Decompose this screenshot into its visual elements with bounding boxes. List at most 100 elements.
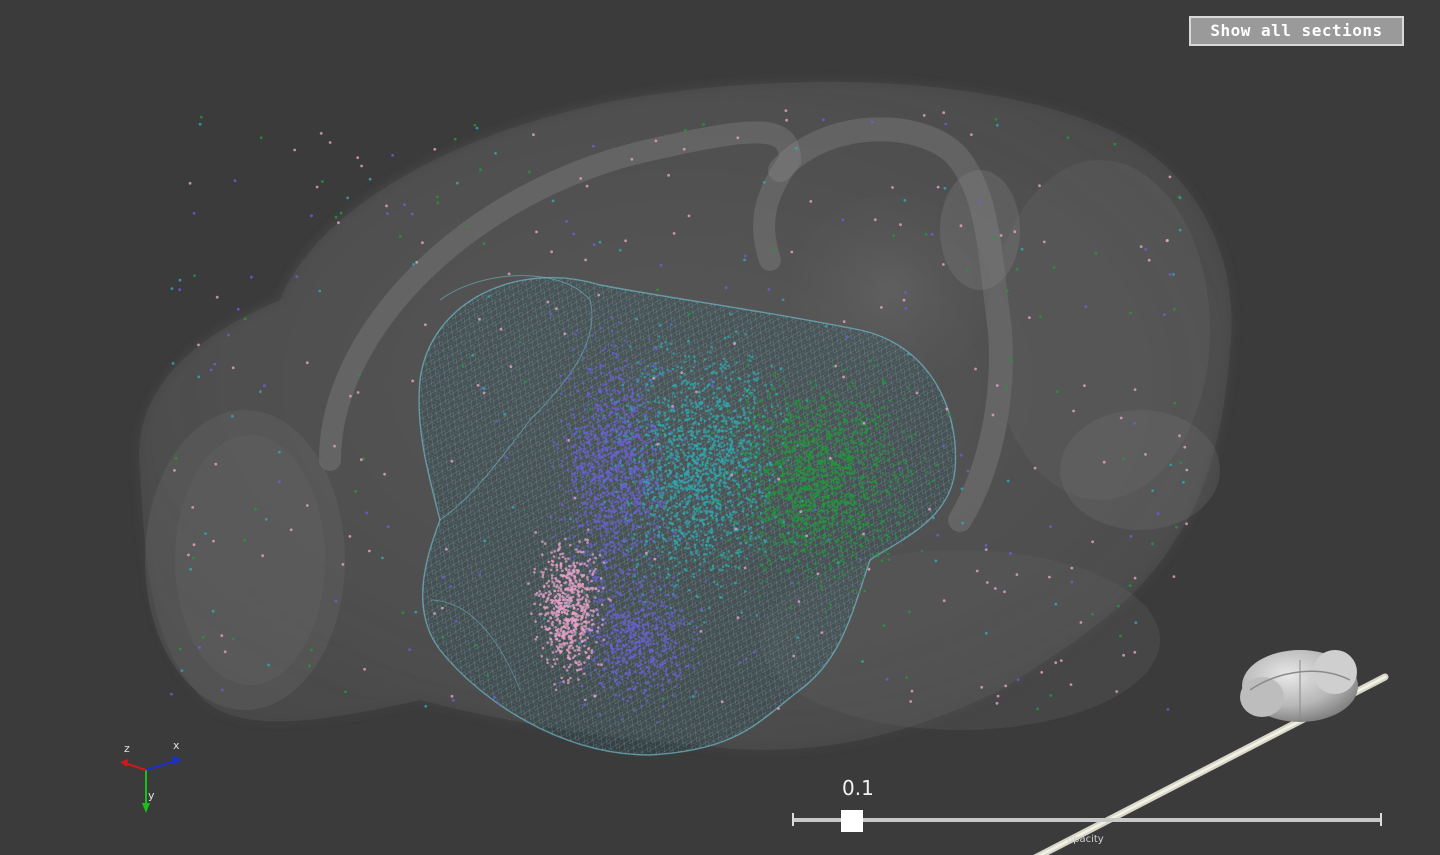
cell-point: [821, 536, 825, 540]
cell-point: [658, 619, 662, 623]
cell-point: [638, 425, 642, 429]
cell-point: [635, 479, 638, 483]
cell-point: [705, 500, 708, 504]
cell-point: [676, 534, 680, 538]
cell-point: [598, 414, 601, 418]
cell-point: [715, 448, 719, 452]
cell-point: [635, 645, 638, 649]
cell-point: [808, 453, 812, 457]
cell-point: [818, 405, 821, 409]
cell-point: [636, 393, 639, 397]
cell-point: [566, 604, 570, 608]
cell-point: [654, 367, 658, 371]
cell-point: [870, 442, 874, 446]
cell-point: [635, 558, 639, 561]
cell-point: [629, 631, 633, 635]
cell-point: [688, 454, 691, 458]
cell-point: [819, 480, 822, 484]
cell-point: [637, 395, 641, 398]
cell-point: [643, 460, 646, 463]
cell-point: [791, 536, 795, 539]
cell-point: [903, 509, 906, 512]
cell-point: [779, 571, 783, 575]
cell-point: [860, 448, 863, 452]
cell-point: [840, 442, 844, 445]
cell-point: [627, 462, 630, 466]
cell-point: [574, 455, 578, 459]
cell-point: [693, 546, 697, 549]
cell-point: [876, 552, 879, 555]
cell-point: [810, 455, 814, 458]
cell-point: [712, 580, 716, 584]
cell-point: [607, 661, 610, 664]
cell-point: [576, 449, 580, 453]
cell-point: [706, 459, 709, 463]
cell-point: [832, 445, 836, 449]
cell-point: [834, 450, 838, 454]
cell-point: [782, 462, 786, 465]
cell-point: [575, 669, 579, 672]
cell-point: [587, 435, 590, 439]
cell-point: [788, 524, 791, 527]
cell-point: [711, 415, 715, 418]
cell-point: [799, 407, 802, 410]
cell-point: [576, 465, 580, 469]
cell-point: [674, 457, 677, 461]
cell-point: [578, 582, 581, 585]
cell-point: [864, 443, 867, 447]
cell-point: [744, 539, 748, 543]
cell-point: [883, 533, 887, 537]
cell-point: [592, 561, 596, 564]
cell-point: [843, 412, 847, 416]
cell-point: [773, 451, 776, 454]
cell-point: [874, 480, 877, 484]
cell-point: [730, 420, 734, 423]
cell-point: [663, 636, 667, 640]
cell-point: [631, 648, 634, 652]
cell-point: [639, 659, 643, 662]
cell-point: [626, 610, 630, 613]
cell-point: [743, 525, 746, 529]
cell-point: [658, 575, 662, 578]
cell-point: [567, 645, 571, 648]
cell-point: [809, 524, 813, 527]
cell-point: [611, 351, 615, 355]
cell-point: [682, 617, 686, 621]
cell-point: [684, 477, 687, 480]
cell-point: [855, 393, 858, 397]
cell-point: [758, 468, 762, 471]
cell-point: [640, 583, 643, 587]
cell-point: [720, 441, 723, 445]
cell-point: [627, 648, 630, 652]
cell-point: [778, 513, 782, 516]
cell-point: [591, 572, 595, 575]
cell-point: [842, 479, 846, 482]
cell-point: [599, 577, 603, 580]
cell-point: [651, 424, 655, 427]
cell-point: [849, 400, 852, 404]
cell-point: [606, 460, 609, 464]
cell-point: [549, 568, 553, 572]
cell-point: [584, 483, 588, 486]
cell-point: [831, 499, 834, 503]
cell-point: [824, 516, 828, 519]
cell-point: [780, 540, 784, 544]
cell-point: [604, 559, 607, 562]
cell-point: [677, 613, 680, 617]
cell-point: [863, 524, 866, 527]
cell-point: [803, 428, 807, 432]
cell-point: [711, 384, 714, 388]
cell-point: [845, 511, 848, 514]
cell-point: [793, 487, 796, 491]
cell-point: [879, 522, 883, 525]
cell-point: [798, 490, 801, 494]
cell-point: [617, 443, 621, 446]
cell-point: [648, 437, 651, 441]
cell-point: [583, 587, 587, 590]
cell-point: [834, 540, 838, 543]
cell-point: [625, 394, 628, 397]
cell-point: [589, 543, 593, 546]
cell-point: [677, 543, 680, 547]
